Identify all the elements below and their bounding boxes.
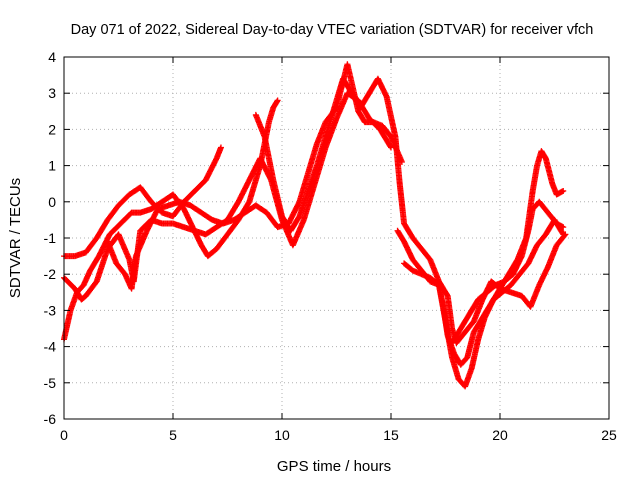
x-tick-label: 20 bbox=[492, 427, 508, 443]
x-tick-label: 10 bbox=[274, 427, 290, 443]
y-tick-label: 1 bbox=[48, 158, 56, 174]
data-point-marker bbox=[560, 187, 567, 194]
data-point-marker bbox=[560, 231, 567, 238]
x-tick-label: 25 bbox=[601, 427, 617, 443]
y-tick-label: 0 bbox=[48, 194, 56, 210]
data-point-marker bbox=[387, 143, 394, 150]
chart-title: Day 071 of 2022, Sidereal Day-to-day VTE… bbox=[71, 22, 594, 38]
series-track-8 bbox=[449, 198, 567, 346]
x-axis-label: GPS time / hours bbox=[277, 458, 391, 475]
series-track-3 bbox=[61, 90, 394, 303]
y-tick-label: 2 bbox=[48, 121, 56, 137]
y-tick-label: -2 bbox=[44, 266, 57, 282]
y-axis-label: SDTVAR / TECUs bbox=[7, 178, 24, 298]
data-point-marker bbox=[274, 97, 281, 104]
data-layer bbox=[61, 61, 569, 390]
x-tick-label: 5 bbox=[169, 427, 177, 443]
data-point-marker bbox=[217, 144, 224, 151]
y-tick-label: -5 bbox=[44, 375, 57, 391]
x-tick-label: 15 bbox=[383, 427, 399, 443]
y-tick-label: 4 bbox=[48, 49, 56, 65]
data-point-marker bbox=[559, 230, 566, 237]
y-tick-label: -6 bbox=[44, 411, 57, 427]
y-tick-label: -3 bbox=[44, 302, 57, 318]
series-track-2 bbox=[61, 97, 281, 343]
ticks-layer: 0 5 10 15 20 25 -6 -5 -4 -3 -2 -1 0 1 2 3 4 bbox=[44, 49, 617, 443]
series-track-5 bbox=[252, 75, 569, 346]
x-tick-label: 0 bbox=[60, 427, 68, 443]
y-tick-label: 3 bbox=[48, 85, 56, 101]
y-tick-label: -1 bbox=[44, 230, 57, 246]
data-point-marker bbox=[560, 224, 567, 231]
y-tick-label: -4 bbox=[44, 339, 57, 355]
